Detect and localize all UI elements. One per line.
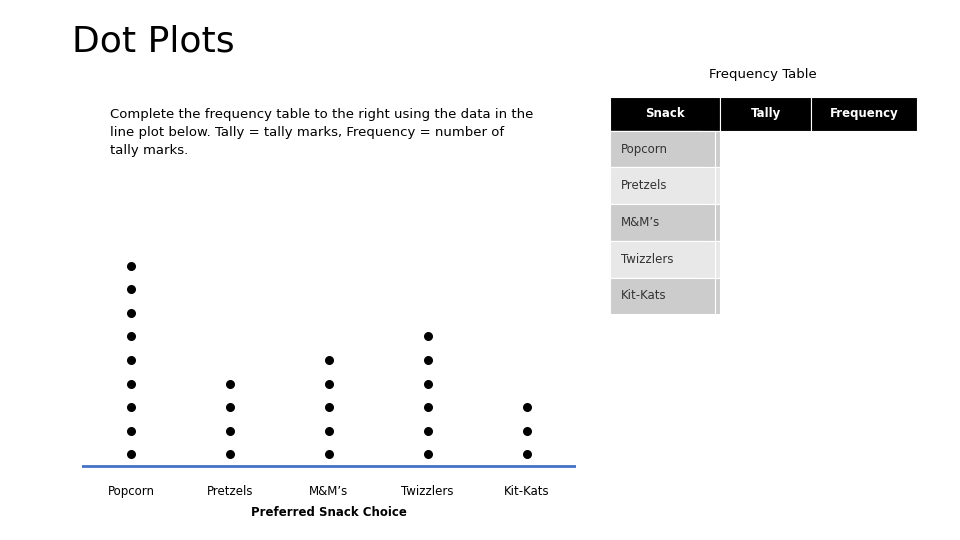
Point bbox=[123, 356, 139, 364]
Point bbox=[123, 332, 139, 341]
Point bbox=[123, 261, 139, 270]
Point bbox=[420, 403, 436, 411]
Text: Dot Plots: Dot Plots bbox=[72, 24, 234, 58]
Text: Snack: Snack bbox=[645, 107, 684, 120]
Text: Frequency: Frequency bbox=[829, 107, 899, 120]
Text: Tally: Tally bbox=[751, 107, 780, 120]
Point bbox=[321, 379, 337, 388]
X-axis label: Preferred Snack Choice: Preferred Snack Choice bbox=[251, 506, 407, 519]
Point bbox=[223, 450, 238, 458]
Text: Twizzlers: Twizzlers bbox=[621, 253, 674, 266]
Point bbox=[420, 427, 436, 435]
Point bbox=[223, 427, 238, 435]
Point bbox=[123, 403, 139, 411]
Text: M&M’s: M&M’s bbox=[621, 216, 660, 229]
Text: Popcorn: Popcorn bbox=[621, 143, 668, 156]
Point bbox=[321, 427, 337, 435]
Text: Frequency Table: Frequency Table bbox=[709, 68, 817, 81]
Point bbox=[123, 427, 139, 435]
Point bbox=[223, 379, 238, 388]
Text: Complete the frequency table to the right using the data in the
line plot below.: Complete the frequency table to the righ… bbox=[110, 108, 534, 157]
Point bbox=[321, 403, 337, 411]
Point bbox=[420, 450, 436, 458]
Point bbox=[123, 308, 139, 317]
Point bbox=[321, 450, 337, 458]
Point bbox=[518, 450, 534, 458]
Point bbox=[420, 379, 436, 388]
Point bbox=[518, 403, 534, 411]
Point bbox=[223, 403, 238, 411]
Point bbox=[420, 356, 436, 364]
Text: Pretzels: Pretzels bbox=[621, 179, 667, 192]
Text: Kit-Kats: Kit-Kats bbox=[621, 289, 667, 302]
Point bbox=[123, 379, 139, 388]
Point bbox=[123, 285, 139, 294]
Point bbox=[518, 427, 534, 435]
Point bbox=[123, 450, 139, 458]
Point bbox=[420, 332, 436, 341]
Point bbox=[321, 356, 337, 364]
